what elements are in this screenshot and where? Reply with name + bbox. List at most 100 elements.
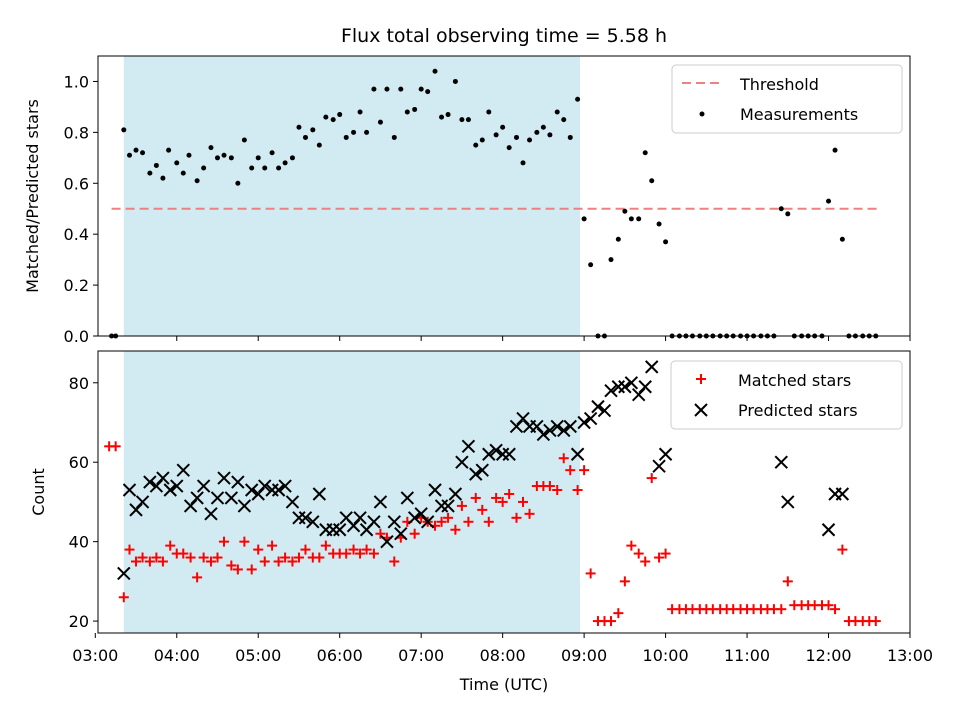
measurement-point [642,150,648,156]
predicted-star-marker [196,479,211,493]
measurement-point [547,132,553,138]
matched-star-marker [552,485,563,496]
matched-star-marker [470,492,481,503]
measurement-point [330,117,336,123]
measurement-point [554,109,560,115]
measurement-point [186,152,192,158]
measurement-point [832,147,838,153]
measurement-point [282,160,288,166]
predicted-star-marker [190,491,204,505]
measurement-point [465,117,471,123]
predicted-star-marker [448,487,463,501]
predicted-star-marker [156,471,170,485]
predicted-star-marker [217,471,231,485]
measurement-point [289,155,295,161]
matched-star-marker [654,552,665,563]
bottom-observing-window-shade [123,351,581,633]
measurement-point [439,114,445,120]
predicted-star-marker [414,507,428,521]
top-axes-frame [97,55,911,337]
measurement-point [180,170,186,176]
top-panel: 0.0 0.2 0.4 0.6 0.8 1.0 Flux total observing … [23,25,911,346]
predicted-star-marker [509,419,524,434]
bottom-x-ticks: 03:00 04:00 05:00 06:00 07:00 08:00 09:00 10:00… [72,633,933,665]
measurement-point [636,216,642,222]
y-tick-label: 60 [69,453,89,472]
measurement-point [276,165,282,171]
matched-star-marker [273,556,284,567]
y-tick-label: 0.2 [64,276,89,295]
measurement-point [608,257,614,263]
measurement-point [384,86,390,92]
measurement-point [452,78,458,84]
bottom-y-ticks: 20 40 60 80 [69,374,98,631]
matched-star-marker [239,536,250,547]
measurement-point [121,127,127,133]
measurement-point [534,129,540,135]
matched-star-marker [497,496,508,507]
matched-star-marker [436,516,447,527]
predicted-star-marker [367,515,381,529]
predicted-star-marker [149,479,164,493]
predicted-star-marker [489,443,503,458]
matched-star-marker [483,516,494,527]
measurement-point [581,216,587,222]
matched-star-marker [456,500,467,511]
measurement-point [839,236,845,242]
legend-x-marker [694,403,708,417]
predicted-star-marker [326,523,340,537]
measurement-point [255,155,261,161]
chart-title: Flux total observing time = 5.58 h [341,25,667,47]
matched-star-marker [348,544,359,555]
predicted-star-marker [135,495,150,509]
predicted-star-marker [400,491,415,505]
predicted-star-marker [380,534,394,549]
matched-star-marker [443,512,454,523]
measurement-point [425,89,431,95]
predicted-star-marker [461,439,476,454]
measurement-point [588,262,594,268]
measurement-point [133,147,139,153]
measurement-point [615,236,621,242]
top-y-axis-label: Matched/Predicted stars [23,99,42,293]
predicted-star-marker [638,380,652,394]
matched-star-marker [341,548,352,559]
measurement-point [513,134,519,140]
matched-star-marker [606,616,617,627]
measurement-point [398,86,404,92]
measurement-point [493,132,499,138]
x-tick-label: 10:00 [643,646,689,665]
measurement-point [418,86,424,92]
matched-star-marker [619,576,630,587]
matched-star-marker [823,600,834,611]
matched-star-marker [151,552,162,563]
matched-star-marker [355,548,366,559]
matched-star-marker [137,552,148,563]
predicted-star-marker [618,380,632,394]
matched-star-marker [579,465,590,476]
matched-star-marker [219,536,230,547]
predicted-star-marker [265,483,279,497]
matched-star-marker [782,576,793,587]
y-tick-label: 1.0 [64,72,89,91]
legend-predicted-symbol [694,403,708,417]
measurement-point [628,216,634,222]
measurement-point [391,134,397,140]
matched-star-marker [585,568,596,579]
bottom-axes-frame [97,350,911,634]
top-y-ticks: 0.0 0.2 0.4 0.6 0.8 1.0 [64,72,98,346]
matched-star-marker [144,556,155,567]
matched-star-marker [491,492,502,503]
measurement-point [351,129,357,135]
matched-star-marker [504,488,515,499]
measurement-point [201,165,207,171]
y-tick-label: 0.4 [64,225,89,244]
measurement-point [194,178,200,184]
predicted-star-marker [373,495,388,509]
measurement-point [540,124,546,130]
top-observing-window-shade [123,56,581,336]
predicted-star-marker [583,411,598,426]
measurement-point [561,117,567,123]
matched-star-marker [830,604,841,615]
